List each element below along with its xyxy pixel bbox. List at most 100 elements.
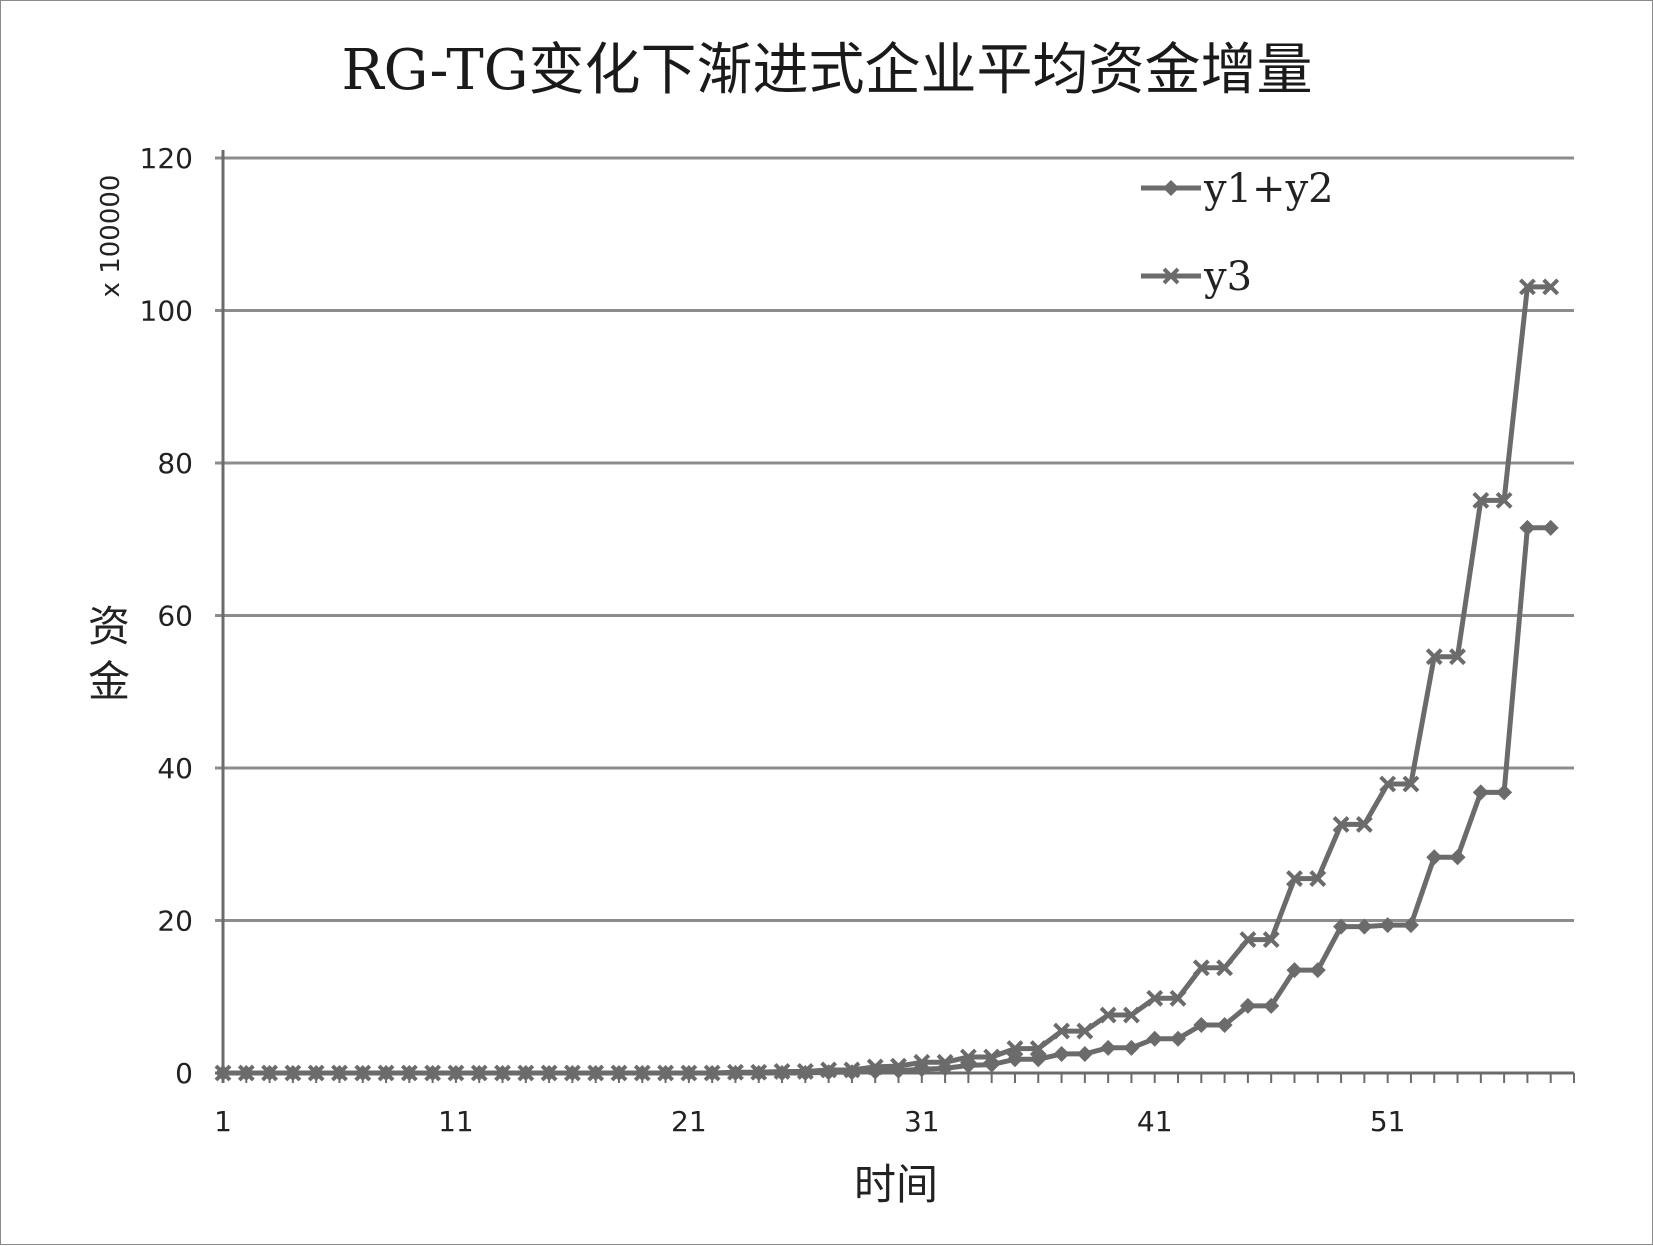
data-point-diamond xyxy=(1263,997,1280,1014)
data-point-x xyxy=(727,1063,744,1081)
legend-x-icon xyxy=(1162,267,1180,285)
data-point-x xyxy=(1192,959,1210,977)
data-point-x xyxy=(913,1053,931,1071)
data-point-x xyxy=(377,1064,395,1082)
data-point-x xyxy=(1123,1006,1140,1024)
data-point-diamond xyxy=(1193,1016,1210,1033)
grid-lines xyxy=(215,156,1574,922)
data-point-x xyxy=(1029,1040,1047,1058)
data-point-diamond xyxy=(1100,1039,1117,1056)
data-point-x xyxy=(400,1064,418,1082)
data-point-x xyxy=(563,1064,581,1082)
legend: y1+y2 y3 xyxy=(1141,166,1334,300)
data-point-diamond xyxy=(1426,849,1443,866)
y-tick-label: 0 xyxy=(175,1057,193,1090)
y-tick-label: 100 xyxy=(140,295,193,328)
x-tick-label: 1 xyxy=(214,1105,232,1138)
data-point-diamond xyxy=(1309,962,1326,979)
data-point-x xyxy=(773,1063,791,1080)
x-tick-label: 41 xyxy=(1137,1105,1173,1138)
data-point-diamond xyxy=(1496,784,1513,801)
y-tick-label: 80 xyxy=(157,447,193,480)
data-point-x xyxy=(796,1063,814,1080)
data-point-diamond xyxy=(1519,519,1536,536)
data-point-x xyxy=(1379,775,1397,793)
data-point-x xyxy=(331,1064,348,1082)
data-point-diamond xyxy=(890,1062,907,1079)
data-point-diamond xyxy=(1472,784,1489,801)
data-point-x xyxy=(1006,1040,1024,1058)
data-point-x xyxy=(1216,959,1234,977)
y-tick-label: 40 xyxy=(157,752,193,785)
data-point-diamond xyxy=(1239,997,1256,1014)
data-point-diamond xyxy=(1542,519,1559,536)
data-point-x xyxy=(1425,648,1443,666)
data-point-diamond xyxy=(1123,1039,1140,1056)
data-point-x xyxy=(424,1064,442,1082)
data-point-diamond xyxy=(1333,918,1350,935)
data-point-x xyxy=(1472,491,1490,509)
data-point-diamond xyxy=(1146,1030,1163,1047)
data-point-diamond xyxy=(1449,849,1466,866)
series-line-y3 xyxy=(223,284,1551,1076)
data-point-diamond xyxy=(1356,918,1373,935)
data-point-x xyxy=(1099,1006,1117,1024)
data-point-x xyxy=(820,1061,838,1079)
data-point-x xyxy=(843,1061,861,1079)
y-axis-label-char: 资 xyxy=(88,602,130,651)
x-tick-label: 51 xyxy=(1370,1105,1406,1138)
data-point-x xyxy=(517,1064,535,1082)
data-point-diamond xyxy=(1053,1045,1070,1062)
x-tick-label: 31 xyxy=(904,1105,940,1138)
data-point-x xyxy=(983,1048,1001,1066)
data-point-x xyxy=(447,1064,465,1082)
chart-title: RG-TG变化下渐进式企业平均资金增量 xyxy=(342,38,1313,103)
data-point-x xyxy=(680,1064,698,1082)
data-point-x xyxy=(936,1053,954,1071)
data-point-x xyxy=(1239,931,1257,948)
data-point-x xyxy=(587,1064,605,1082)
data-point-diamond xyxy=(1379,917,1396,934)
x-axis-label: 时间 xyxy=(854,1160,938,1209)
legend-diamond-icon xyxy=(1163,180,1179,196)
data-point-x xyxy=(307,1064,325,1082)
data-point-x xyxy=(633,1064,651,1082)
data-point-x xyxy=(890,1057,907,1075)
data-point-x xyxy=(1332,816,1350,833)
series-line-y1y2 xyxy=(223,525,1551,1076)
data-point-x xyxy=(610,1064,628,1082)
data-point-diamond xyxy=(1076,1045,1093,1062)
data-point-x xyxy=(261,1064,279,1082)
y-tick-label: 60 xyxy=(157,600,193,633)
data-point-x xyxy=(1262,931,1280,948)
data-point-x xyxy=(750,1063,768,1081)
legend-label-y1y2: y1+y2 xyxy=(1203,166,1334,212)
data-point-x xyxy=(1146,989,1164,1007)
series-markers xyxy=(214,278,1560,1082)
data-point-diamond xyxy=(1402,917,1419,934)
data-point-x xyxy=(237,1064,255,1082)
data-point-x xyxy=(1449,648,1466,666)
y-axis-label-char: 金 xyxy=(88,657,130,706)
data-point-x xyxy=(1355,816,1373,833)
y-tick-label: 120 xyxy=(140,142,193,175)
x-tick-label: 21 xyxy=(671,1105,707,1138)
data-point-x xyxy=(1402,775,1420,793)
y-axis-unit: x 100000 xyxy=(96,175,126,298)
data-point-x xyxy=(494,1064,511,1082)
data-point-x xyxy=(284,1064,302,1082)
y-tick-label: 20 xyxy=(157,905,193,938)
data-point-diamond xyxy=(867,1063,884,1080)
data-point-x xyxy=(354,1064,372,1082)
data-point-x xyxy=(540,1064,558,1082)
legend-label-y3: y3 xyxy=(1203,254,1252,300)
data-point-x xyxy=(1542,278,1560,296)
data-point-diamond xyxy=(1216,1016,1233,1033)
data-point-x xyxy=(703,1064,721,1082)
data-point-x xyxy=(657,1064,674,1082)
data-point-x xyxy=(866,1058,884,1076)
data-point-x xyxy=(1495,491,1513,509)
series-lines xyxy=(223,284,1551,1076)
